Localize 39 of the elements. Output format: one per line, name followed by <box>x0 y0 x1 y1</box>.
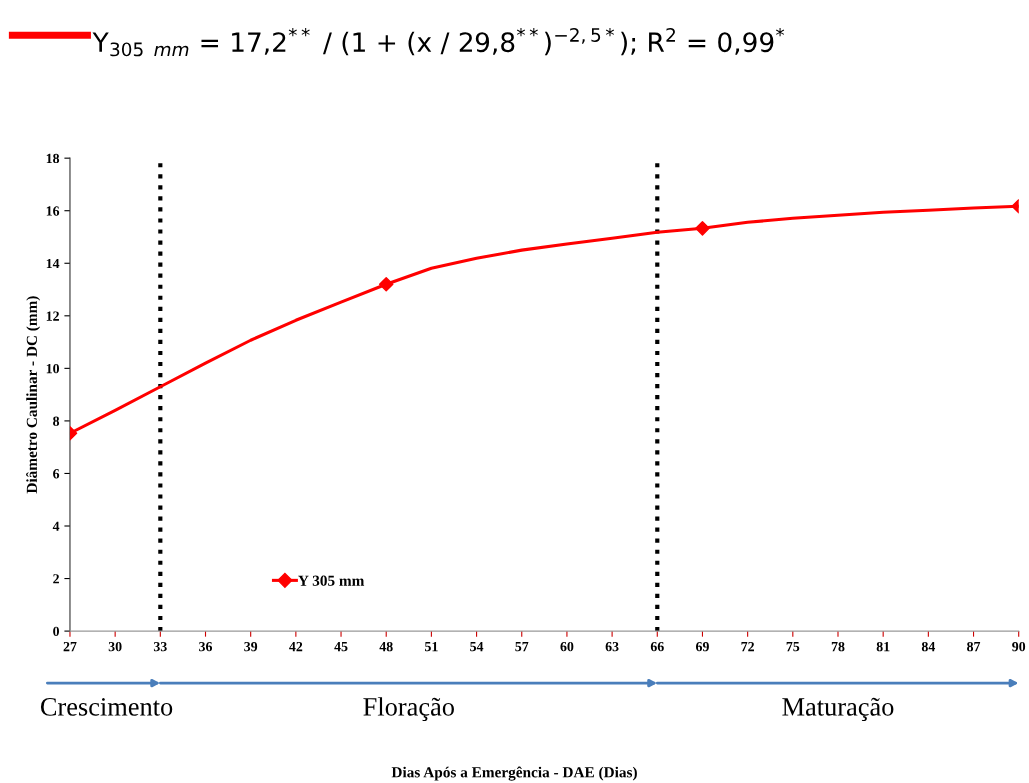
y-tick-label: 16 <box>46 206 60 216</box>
x-tick-label: 57 <box>515 642 529 652</box>
x-tick-label: 87 <box>967 641 981 652</box>
y-tick-label: 10 <box>46 363 60 374</box>
x-tick-label: 48 <box>379 641 393 652</box>
y-axis-title: Diâmetro Caulinar - DC (mm) <box>26 296 41 494</box>
text: Crescimento <box>40 698 173 716</box>
y-tick-label: 2 <box>53 574 59 584</box>
text: Floração <box>363 697 454 722</box>
text: Y$_{305 mm}$ = 17,2$^{**}$ / (1 + (x / 29,8$^{**}$)$^{−2,5*}$); R$^{2}$ = 0,99$^{*}$ <box>92 27 785 57</box>
x-tick-label: 51 <box>425 641 438 652</box>
x-tick-label: 75 <box>786 642 800 652</box>
x-tick-label: 33 <box>153 641 167 652</box>
text: Maturação <box>782 697 894 722</box>
text: Dias Após a Emergência - DAE (Dias) <box>391 766 637 781</box>
y-tick-label: 6 <box>53 469 60 479</box>
x-tick-label: 78 <box>831 641 845 652</box>
x-tick-label: 72 <box>741 641 754 652</box>
x-tick-label: 60 <box>560 641 574 652</box>
x-tick-label: 54 <box>470 642 484 652</box>
x-tick-label: 84 <box>921 641 936 652</box>
y-tick-label: 14 <box>46 258 60 269</box>
y-tick-label: 8 <box>53 416 60 426</box>
x-tick-label: 90 <box>1012 641 1026 652</box>
x-tick-label: 69 <box>695 641 709 652</box>
x-tick-label: 42 <box>289 641 303 652</box>
x-tick-label: 45 <box>334 642 348 652</box>
x-tick-label: 63 <box>605 641 619 652</box>
x-tick-label: 39 <box>244 641 258 652</box>
x-tick-label: 66 <box>650 641 664 652</box>
y-tick-label: 18 <box>46 153 60 164</box>
y-tick-label: 4 <box>52 521 60 531</box>
y-tick-label: 12 <box>46 311 59 321</box>
x-tick-label: 27 <box>63 641 77 652</box>
x-tick-label: 30 <box>108 641 122 652</box>
y-tick-label: 0 <box>53 626 60 637</box>
x-tick-label: 36 <box>199 641 213 652</box>
legend-label: Y 305 mm <box>298 575 365 586</box>
x-tick-label: 81 <box>876 641 890 652</box>
